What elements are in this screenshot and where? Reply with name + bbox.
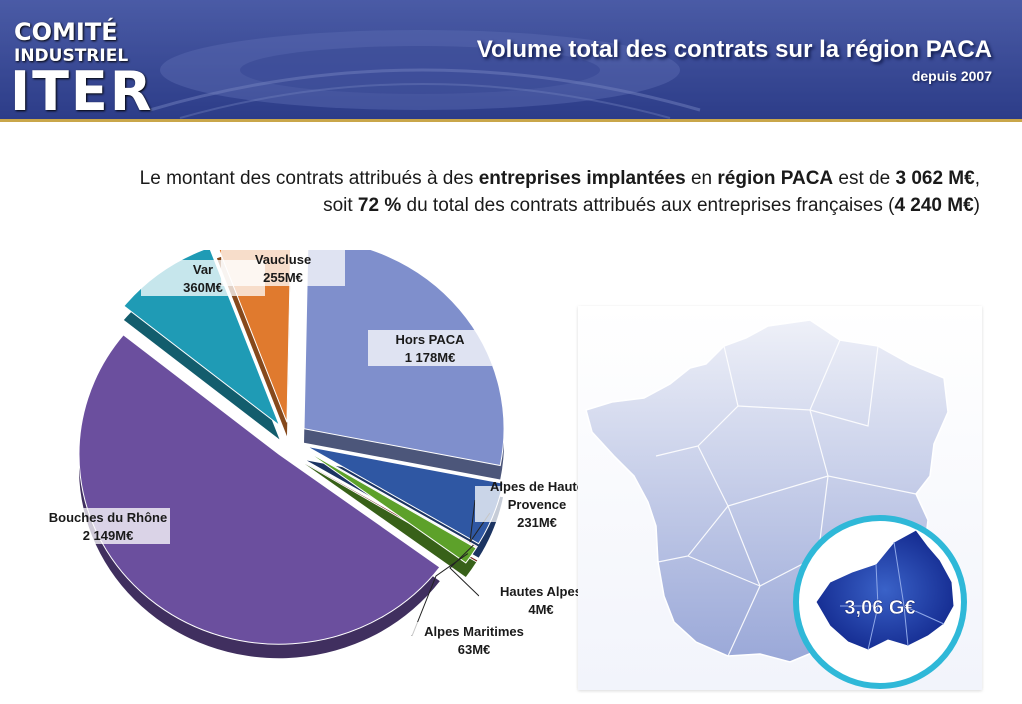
- paca-department-borders: [840, 541, 945, 651]
- region-borders: [655, 339, 917, 657]
- pie-category-label: Provence: [508, 497, 567, 512]
- pie-label-background: [221, 250, 345, 286]
- map-value-label: 3,06 G€: [844, 597, 915, 619]
- pie-category-label: Alpes de Haute: [490, 479, 578, 494]
- pie-slices: [78, 250, 505, 659]
- intro-text-part: ,: [974, 168, 980, 189]
- intro-line-1: Le montant des contrats attribués à des …: [40, 165, 980, 192]
- pie-value-label: 255M€: [263, 270, 303, 285]
- logo-text-line1: COMITÉ: [14, 18, 118, 46]
- pie-slice: [305, 448, 478, 549]
- intro-text-part: est de: [833, 168, 896, 189]
- header-divider: [0, 119, 1022, 122]
- pie-slice: [304, 449, 477, 564]
- pie-category-label: Hautes Alpes: [500, 584, 578, 599]
- logo-text-line2: INDUSTRIEL: [14, 46, 129, 66]
- intro-highlight: 4 240 M€: [894, 195, 974, 216]
- intro-text: Le montant des contrats attribués à des …: [40, 165, 980, 219]
- pie-category-label: Hors PACA: [395, 332, 465, 347]
- france-map-panel: 3,06 G€: [578, 306, 982, 690]
- pie-label-background: [479, 582, 578, 618]
- pie-label-background: [46, 508, 170, 544]
- intro-text-part: du total des contrats attribués aux entr…: [401, 195, 895, 216]
- intro-text-part: soit: [323, 195, 358, 216]
- pie-slice-side: [304, 464, 477, 577]
- france-map: 3,06 G€: [585, 319, 967, 689]
- intro-text-part: ): [973, 195, 980, 216]
- intro-line-2: soit 72 % du total des contrats attribué…: [40, 192, 980, 219]
- pie-category-label: Var: [193, 262, 213, 277]
- pie-value-label: 4M€: [528, 602, 553, 617]
- pie-category-label: Bouches du Rhône: [49, 510, 167, 525]
- pie-labels: Hors PACA 1 178M€ Alpes de Haute Provence 23…: [46, 250, 578, 658]
- pie-value-label: 1 178M€: [405, 350, 456, 365]
- intro-highlight: 3 062 M€: [895, 168, 975, 189]
- intro-text-part: Le montant des contrats attribués à des: [139, 168, 479, 189]
- pie-leader-line: [411, 553, 469, 637]
- slide-header: COMITÉ INDUSTRIEL ITER Volume total des …: [0, 0, 1022, 122]
- header-background-photo: [0, 0, 1022, 122]
- pie-slice: [78, 334, 441, 645]
- pie-leader-lines: [411, 499, 491, 637]
- logo-text-line3: ITER: [10, 60, 154, 122]
- pie-category-label: Alpes Maritimes: [424, 624, 524, 639]
- pie-label-background: [475, 486, 578, 522]
- intro-highlight: entreprises implantées: [478, 168, 686, 189]
- intro-highlight: 72 %: [357, 195, 402, 216]
- intro-text-part: en: [685, 168, 718, 189]
- pie-label-background: [412, 622, 536, 658]
- pie-value-label: 2 149M€: [83, 528, 134, 543]
- pie-value-label: 360M€: [183, 280, 223, 295]
- pie-value-label: 231M€: [517, 515, 557, 530]
- pie-chart: Hors PACA 1 178M€ Alpes de Haute Provence 23…: [46, 250, 578, 659]
- intro-highlight: région PACA: [717, 168, 834, 189]
- slide-subtitle: depuis 2007: [911, 68, 992, 84]
- pie-value-label: 63M€: [458, 642, 491, 657]
- pie-leader-line: [449, 544, 480, 597]
- pie-category-label: Vaucluse: [255, 252, 311, 267]
- pie-label-background: [368, 330, 492, 366]
- paca-region-shape: [815, 529, 955, 651]
- pie-leader-line: [469, 499, 491, 543]
- slide-title: Volume total des contrats sur la région …: [476, 36, 992, 63]
